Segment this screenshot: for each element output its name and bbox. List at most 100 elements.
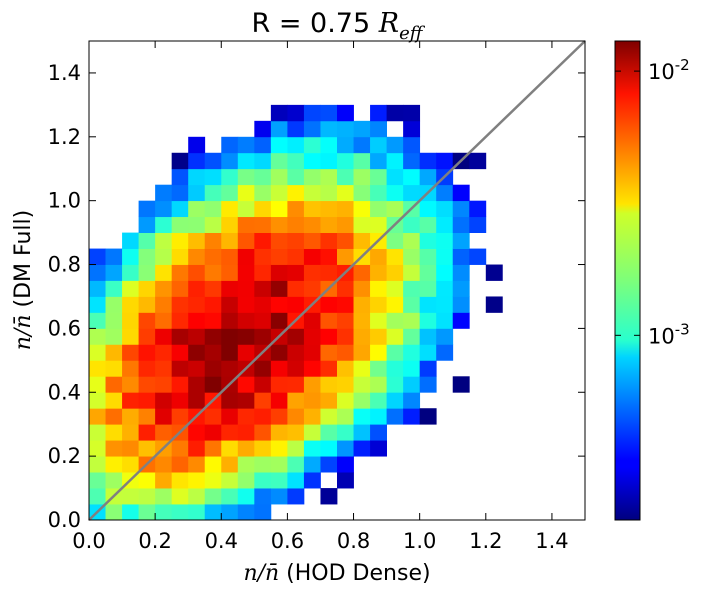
heatmap-cell (105, 472, 123, 489)
heatmap-cell (138, 344, 156, 361)
heatmap-cell (204, 200, 222, 218)
heatmap-cell (419, 200, 437, 218)
heatmap-cell (303, 184, 321, 202)
heatmap-cell (138, 504, 156, 521)
heatmap-cell (221, 216, 239, 233)
heatmap-cell (403, 344, 421, 361)
heatmap-cell (370, 104, 387, 122)
heatmap-cell (221, 344, 239, 361)
heatmap-cell (270, 232, 288, 249)
y-axis-ticks: 0.0 0.2 0.4 0.6 0.8 1.0 1.2 1.4 (48, 61, 585, 532)
heatmap-cell (221, 472, 239, 489)
heatmap-cell (370, 328, 387, 345)
heatmap-cell (320, 456, 338, 473)
y-tick-label: 1.4 (48, 61, 81, 85)
heatmap-cell (419, 168, 437, 186)
colorbar-tick-exponent: -3 (675, 320, 690, 338)
heatmap-cell (287, 120, 305, 138)
heatmap-cell (221, 328, 239, 345)
heatmap-cell (204, 376, 222, 393)
heatmap-cell (204, 360, 222, 377)
heatmap-cell (370, 168, 387, 186)
heatmap-cell (287, 232, 305, 249)
heatmap-cell (221, 360, 239, 377)
heatmap-cell (403, 296, 421, 313)
heatmap-cell (287, 344, 305, 361)
heatmap-cell (303, 200, 321, 218)
heatmap-cell (436, 232, 454, 249)
heatmap-cell (287, 248, 305, 265)
heatmap-cell (287, 456, 305, 473)
heatmap-cell (188, 440, 206, 457)
heatmap-cell (337, 392, 354, 409)
heatmap-cell (485, 264, 503, 281)
heatmap-cell (320, 376, 338, 393)
heatmap-cell (320, 264, 338, 281)
heatmap-cell (237, 312, 255, 329)
heatmap-cell (122, 312, 139, 329)
heatmap-cell (171, 216, 189, 233)
x-tick-label: 0.2 (138, 529, 171, 553)
heatmap-cell (204, 456, 222, 473)
heatmap-cell (138, 440, 156, 457)
heatmap-cell (254, 392, 272, 409)
heatmap-cell (89, 392, 106, 409)
heatmap-cell (221, 504, 239, 521)
heatmap-cell (287, 216, 305, 233)
heatmap-cell (204, 424, 222, 441)
heatmap-cell (270, 168, 288, 186)
heatmap-cell (287, 200, 305, 218)
heatmap-cell (237, 296, 255, 313)
heatmap-cell (155, 376, 173, 393)
heatmap-cell (204, 280, 222, 297)
heatmap-cell (353, 216, 371, 233)
heatmap-cell (370, 248, 387, 265)
heatmap-cell (270, 104, 288, 122)
heatmap-cell (303, 168, 321, 186)
heatmap-cell (485, 296, 503, 313)
heatmap-cell (436, 184, 454, 202)
heatmap-cell (138, 296, 156, 313)
y-tick-label: 0.6 (48, 316, 81, 340)
heatmap-cell (353, 392, 371, 409)
y-tick-label: 0.0 (48, 508, 81, 532)
heatmap-cell (171, 296, 189, 313)
heatmap-cell (155, 264, 173, 281)
heatmap-cell (237, 456, 255, 473)
heatmap-cell (270, 488, 288, 505)
heatmap-cell (452, 200, 470, 218)
heatmap-cell (221, 424, 239, 441)
heatmap-cell (171, 152, 189, 170)
heatmap-cell (237, 504, 255, 521)
heatmap-cell (122, 488, 139, 505)
heatmap-cell (337, 168, 354, 186)
heatmap-cell (221, 168, 239, 186)
heatmap-cell (320, 408, 338, 425)
heatmap-cell (237, 168, 255, 186)
heatmap-cell (89, 296, 106, 313)
heatmap-cell (452, 264, 470, 281)
heatmap-cell (188, 488, 206, 505)
heatmap-cell (403, 120, 421, 138)
colorbar-tick-base: 10 (648, 324, 675, 348)
heatmap-cell (337, 280, 354, 297)
heatmap-cell (320, 152, 338, 170)
heatmap-cell (287, 408, 305, 425)
heatmap-cell (105, 408, 123, 425)
heatmap-cell (320, 184, 338, 202)
heatmap-cell (237, 344, 255, 361)
heatmap-cell (89, 248, 106, 265)
heatmap-cell (320, 360, 338, 377)
heatmap-cell (452, 376, 470, 393)
heatmap-cell (188, 136, 206, 154)
heatmap-cell (270, 472, 288, 489)
heatmap-cell (204, 216, 222, 233)
heatmap-cell (303, 104, 321, 122)
heatmap-cell (138, 408, 156, 425)
heatmap-cell (270, 424, 288, 441)
heatmap-cell (337, 376, 354, 393)
heatmap-cell (89, 456, 106, 473)
title-math: R (378, 8, 399, 39)
heatmap-cell (337, 136, 354, 154)
heatmap-cell (221, 488, 239, 505)
